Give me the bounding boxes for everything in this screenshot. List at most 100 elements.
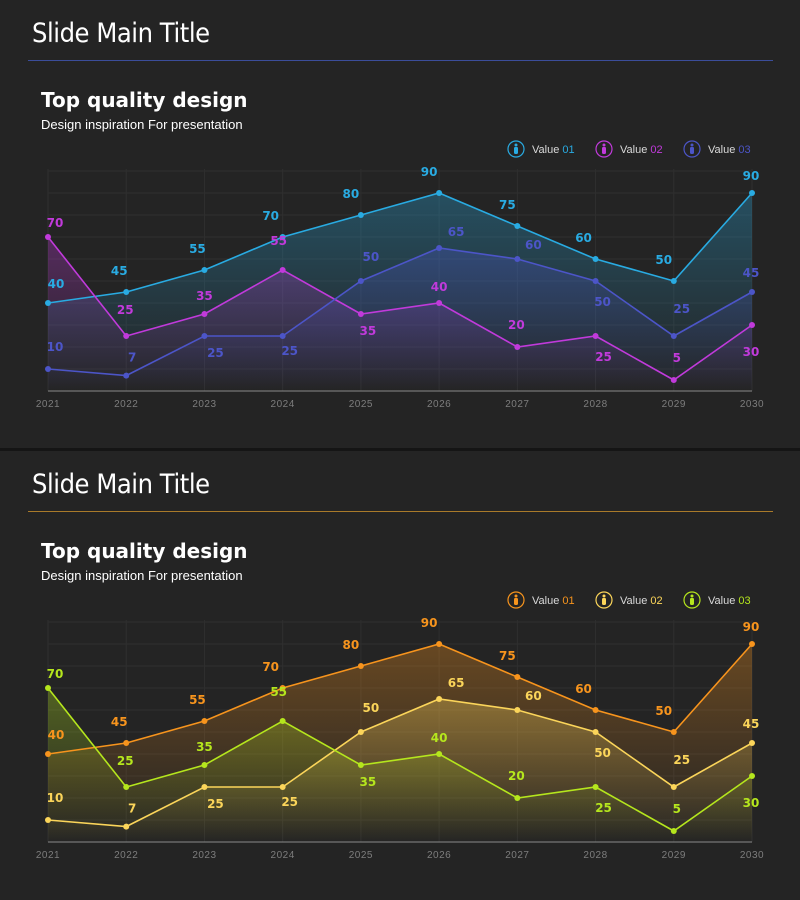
x-tick-label: 2030 — [740, 850, 764, 861]
x-tick-label: 2025 — [349, 850, 373, 861]
legend-item: Value 02 — [595, 591, 663, 609]
data-label: 55 — [270, 685, 287, 699]
data-label: 20 — [508, 318, 525, 332]
data-label: 25 — [673, 753, 690, 767]
data-point — [357, 663, 364, 669]
data-label: 80 — [343, 187, 360, 201]
data-label: 75 — [499, 649, 516, 663]
x-tick-label: 2027 — [505, 399, 529, 410]
chart-heading: Top quality design — [41, 539, 248, 563]
legend-label: Value 03 — [708, 595, 751, 607]
person-icon — [514, 594, 518, 598]
legend-marker — [595, 591, 613, 609]
data-point — [123, 784, 130, 790]
data-label: 60 — [575, 682, 592, 696]
legend-marker — [683, 140, 701, 158]
data-label: 7 — [128, 802, 136, 816]
data-label: 25 — [281, 344, 298, 358]
x-tick-label: 2024 — [271, 850, 295, 861]
data-label: 90 — [421, 616, 438, 630]
x-tick-label: 2028 — [583, 399, 607, 410]
data-point — [357, 212, 364, 218]
legend-marker — [507, 591, 525, 609]
data-point — [357, 278, 364, 284]
data-label: 65 — [448, 676, 465, 690]
data-label: 50 — [655, 253, 672, 267]
data-point — [279, 784, 286, 790]
data-label: 45 — [111, 715, 128, 729]
series-line — [47, 236, 753, 381]
data-label: 50 — [655, 704, 672, 718]
data-label: 70 — [262, 660, 279, 674]
data-label: 30 — [743, 345, 760, 359]
line-chart: 2021 2022 2023 2024 2025 2026 2027 2028 2029 2030… — [36, 591, 764, 861]
data-point — [436, 641, 443, 647]
data-point — [123, 333, 130, 339]
data-label: 5 — [673, 802, 681, 816]
data-point — [123, 823, 130, 830]
data-label: 60 — [525, 689, 542, 703]
data-point — [201, 718, 208, 724]
data-point — [45, 751, 51, 757]
title-divider — [28, 60, 773, 61]
data-label: 50 — [363, 250, 380, 264]
person-icon — [690, 143, 694, 147]
title-divider — [28, 511, 773, 512]
data-point — [357, 762, 364, 768]
data-point — [514, 256, 521, 262]
data-label: 35 — [360, 775, 377, 789]
data-point — [592, 278, 599, 284]
data-point — [123, 289, 130, 295]
legend-item: Value 02 — [595, 140, 663, 158]
data-point — [45, 366, 51, 372]
legend-marker — [507, 140, 525, 158]
data-point — [592, 707, 599, 713]
data-point — [279, 333, 286, 339]
x-tick-label: 2022 — [114, 850, 138, 861]
data-label: 40 — [48, 277, 65, 291]
legend-item: Value 03 — [683, 591, 751, 609]
data-point — [201, 267, 208, 273]
data-label: 65 — [448, 225, 465, 239]
data-point — [45, 234, 51, 240]
data-label: 7 — [128, 351, 136, 365]
slide-title: Slide Main Title — [32, 469, 210, 500]
chart-subheading: Design inspiration For presentation — [41, 117, 243, 132]
data-label: 45 — [743, 717, 760, 731]
data-label: 25 — [281, 795, 298, 809]
x-tick-label: 2023 — [192, 850, 216, 861]
legend-item: Value 01 — [507, 140, 575, 158]
data-point — [670, 729, 677, 735]
data-point — [436, 245, 443, 251]
data-label: 10 — [47, 791, 64, 805]
data-point — [45, 817, 51, 823]
data-label: 80 — [343, 638, 360, 652]
series-area — [48, 688, 752, 842]
data-point — [279, 685, 286, 691]
person-icon — [690, 594, 694, 598]
legend-label: Value 01 — [532, 595, 575, 607]
data-label: 25 — [117, 754, 134, 768]
data-point — [123, 372, 130, 379]
data-point — [45, 685, 51, 691]
data-point — [45, 300, 51, 306]
data-point — [514, 344, 521, 350]
data-point — [279, 718, 286, 724]
data-label: 75 — [499, 198, 516, 212]
legend-label: Value 02 — [620, 595, 663, 607]
person-icon — [514, 147, 518, 154]
data-label: 35 — [196, 289, 213, 303]
data-point — [670, 784, 677, 790]
data-point — [514, 223, 521, 229]
x-tick-label: 2026 — [427, 850, 451, 861]
data-point — [749, 289, 755, 295]
x-tick-label: 2028 — [583, 850, 607, 861]
data-label: 10 — [47, 340, 64, 354]
data-label: 25 — [673, 302, 690, 316]
data-point — [592, 333, 599, 339]
data-point — [201, 762, 208, 768]
person-icon — [602, 147, 606, 154]
data-point — [749, 641, 755, 647]
x-tick-label: 2024 — [271, 399, 295, 410]
legend-item: Value 03 — [683, 140, 751, 158]
